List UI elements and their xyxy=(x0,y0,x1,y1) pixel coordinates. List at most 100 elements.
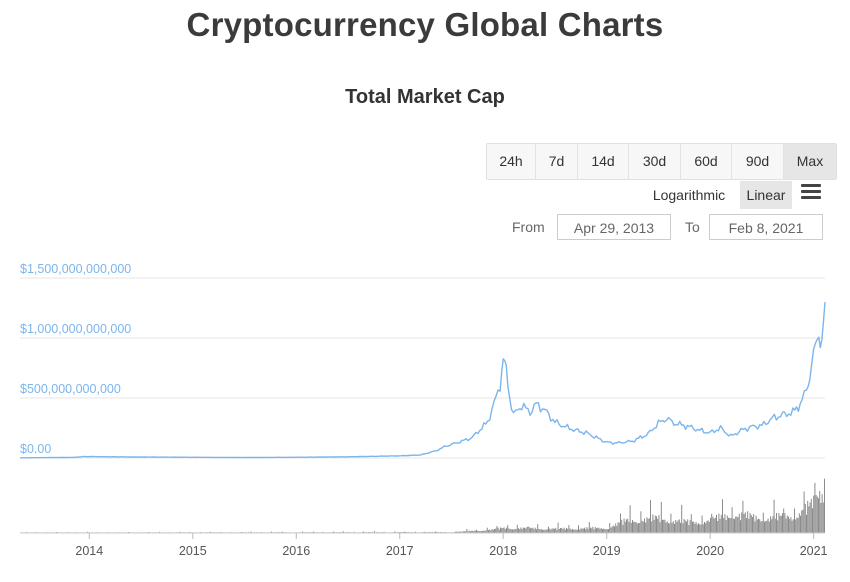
volume-bar xyxy=(702,524,704,533)
volume-bar xyxy=(370,532,372,533)
volume-bar xyxy=(256,532,258,533)
volume-bar xyxy=(225,532,227,533)
volume-bar xyxy=(138,532,140,533)
volume-bar xyxy=(582,528,584,533)
volume-bar xyxy=(542,529,543,533)
to-date-input[interactable]: Feb 8, 2021 xyxy=(709,214,823,240)
volume-bar xyxy=(71,532,73,533)
volume-bar xyxy=(539,529,541,533)
volume-bar xyxy=(639,522,641,533)
x-tick-label: 2021 xyxy=(800,544,828,558)
range-60d-button[interactable]: 60d xyxy=(681,144,732,179)
volume-bar xyxy=(382,532,384,533)
volume-bar xyxy=(593,529,595,533)
volume-bar xyxy=(321,532,323,533)
volume-bar xyxy=(680,522,681,533)
volume-bar xyxy=(212,532,213,533)
volume-bar xyxy=(213,532,215,533)
volume-bar xyxy=(136,532,138,533)
volume-bar xyxy=(701,515,703,533)
volume-bar xyxy=(468,530,470,533)
volume-bar xyxy=(70,532,72,533)
volume-bar xyxy=(734,519,735,533)
volume-bar xyxy=(723,517,725,533)
volume-bar xyxy=(567,528,569,533)
range-30d-button[interactable]: 30d xyxy=(629,144,681,179)
to-label: To xyxy=(685,219,700,235)
volume-bar xyxy=(350,532,351,533)
volume-bar xyxy=(92,532,93,533)
volume-bar xyxy=(124,532,126,533)
volume-bar xyxy=(662,519,663,533)
volume-bar xyxy=(202,532,204,533)
volume-bar xyxy=(660,502,662,533)
hamburger-menu-icon[interactable] xyxy=(800,183,822,201)
volume-bar xyxy=(266,532,267,533)
volume-bar xyxy=(20,532,21,533)
volume-bar xyxy=(294,532,296,533)
volume-bar xyxy=(588,522,590,533)
volume-bar xyxy=(366,532,368,533)
volume-bar xyxy=(584,527,585,533)
from-date-input[interactable]: Apr 29, 2013 xyxy=(557,214,671,240)
volume-bar xyxy=(713,518,715,533)
volume-bar xyxy=(665,522,667,533)
volume-bar xyxy=(762,512,764,533)
volume-bar xyxy=(176,532,177,533)
volume-bar xyxy=(59,532,61,533)
volume-bar xyxy=(333,531,335,533)
volume-bar xyxy=(744,512,746,533)
volume-bar xyxy=(822,502,824,533)
y-tick-label: $1,500,000,000,000 xyxy=(20,262,131,276)
volume-bar xyxy=(800,515,801,533)
volume-bar xyxy=(53,532,55,533)
volume-bar xyxy=(82,532,84,533)
volume-bar xyxy=(509,528,511,533)
volume-bar xyxy=(540,529,542,533)
volume-bar xyxy=(112,532,114,533)
volume-bar xyxy=(772,516,774,533)
volume-bar xyxy=(785,518,787,533)
volume-bar xyxy=(119,532,121,533)
volume-bar xyxy=(188,532,189,533)
volume-bar xyxy=(125,532,127,533)
volume-bar xyxy=(358,532,360,533)
volume-bar xyxy=(389,532,391,533)
volume-bar xyxy=(107,532,109,533)
volume-bar xyxy=(569,528,571,533)
logarithmic-scale-button[interactable]: Logarithmic xyxy=(652,187,726,203)
volume-bar xyxy=(293,532,295,533)
range-max-button[interactable]: Max xyxy=(784,144,836,179)
volume-bar xyxy=(47,532,49,533)
volume-bar xyxy=(131,532,133,533)
volume-bar xyxy=(110,532,111,533)
volume-bar xyxy=(126,532,128,533)
volume-bar xyxy=(792,519,794,533)
volume-bar xyxy=(754,521,756,533)
volume-bar xyxy=(621,519,623,533)
volume-bar xyxy=(44,532,45,533)
volume-bar xyxy=(192,532,194,533)
linear-scale-button[interactable]: Linear xyxy=(740,181,792,209)
volume-bar xyxy=(658,515,660,533)
volume-bar xyxy=(746,518,747,533)
volume-bar xyxy=(476,529,477,533)
volume-bar xyxy=(578,525,579,533)
volume-bar xyxy=(552,528,554,533)
range-7d-button[interactable]: 7d xyxy=(536,144,578,179)
range-90d-button[interactable]: 90d xyxy=(732,144,784,179)
range-24h-button[interactable]: 24h xyxy=(487,144,536,179)
volume-bar xyxy=(341,532,343,533)
volume-bar xyxy=(801,510,803,533)
volume-bar xyxy=(183,532,185,533)
volume-bar xyxy=(354,532,356,533)
volume-bar xyxy=(587,528,589,533)
volume-bar xyxy=(471,530,473,533)
volume-bar xyxy=(671,522,673,533)
volume-bar xyxy=(528,527,530,533)
range-14d-button[interactable]: 14d xyxy=(578,144,629,179)
x-tick-label: 2015 xyxy=(179,544,207,558)
volume-bar xyxy=(42,532,44,533)
volume-bar xyxy=(401,532,403,533)
volume-bar xyxy=(692,521,693,533)
